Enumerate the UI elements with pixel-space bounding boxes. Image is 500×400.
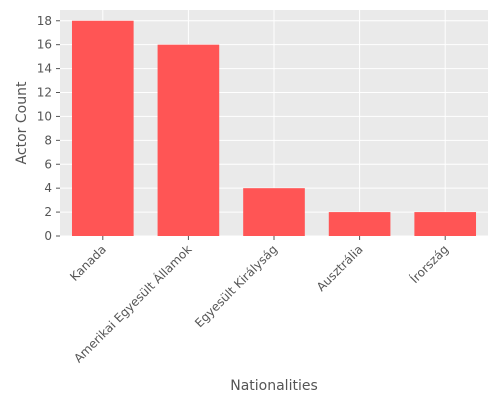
- y-tick-label: 0: [44, 229, 52, 243]
- bar: [157, 44, 220, 237]
- y-tick-label: 8: [44, 133, 52, 147]
- y-tick-label: 4: [44, 181, 52, 195]
- y-tick-label: 14: [37, 62, 52, 76]
- y-tick-label: 10: [37, 109, 52, 123]
- y-axis-label: Actor Count: [14, 81, 30, 164]
- y-tick-label: 18: [37, 14, 52, 28]
- bars: [71, 20, 477, 237]
- bar: [414, 212, 477, 236]
- x-tick-label: Kanada: [67, 242, 109, 284]
- x-tick-label: Írország: [407, 242, 452, 287]
- y-tick-label: 6: [44, 157, 52, 171]
- x-axis-label: Nationalities: [230, 378, 318, 394]
- bar: [243, 188, 305, 236]
- y-tick-label: 16: [37, 38, 52, 52]
- y-axis-ticks: 0 2 4 6 8 10 12 14 16 18: [37, 14, 60, 243]
- y-tick-label: 2: [44, 205, 52, 219]
- bar: [71, 20, 134, 237]
- y-tick-label: 12: [37, 86, 52, 100]
- bar: [328, 212, 391, 236]
- x-tick-label: Egyesült Királyság: [192, 242, 280, 330]
- x-tick-label: Ausztrália: [314, 242, 366, 294]
